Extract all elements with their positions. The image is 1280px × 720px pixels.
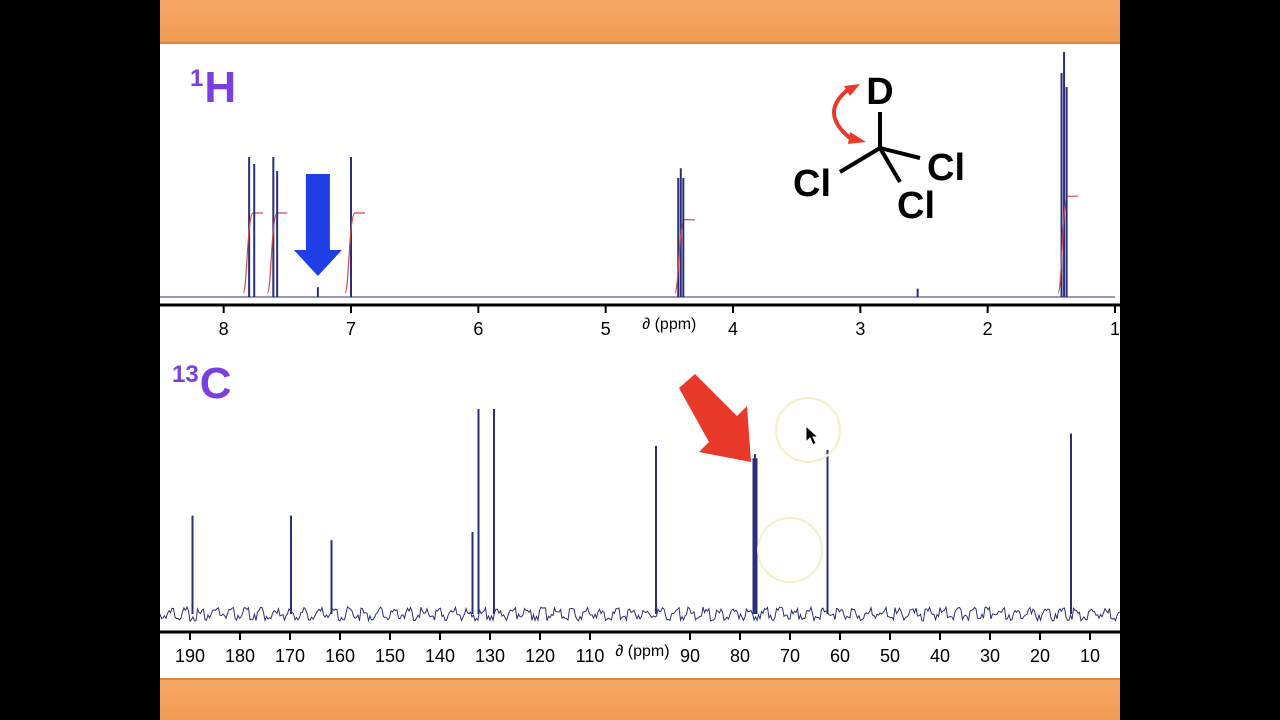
h-nucleus-label: 1H <box>190 66 236 110</box>
h-element-symbol: H <box>204 63 237 112</box>
c-solvent-arrow <box>679 374 751 462</box>
atom-cl-left: Cl <box>793 163 831 205</box>
slide: 1H 13C 8 7 6 5 4 3 2 1 ∂ (ppm) 190 180 170 160 150 14… <box>160 0 1120 720</box>
spectra-svg: 8 7 6 5 4 3 2 1∂ (ppm) 190 180 170 160 150 140 130 120… <box>160 52 1120 666</box>
bond-c-cl-right <box>879 146 921 160</box>
h-nmr-spectrum: 8 7 6 5 4 3 2 1 ∂ (ppm) <box>160 52 1120 339</box>
h-tick-label: 2 <box>983 319 993 339</box>
c-tick-label: 10 <box>1080 646 1100 666</box>
c-tick-label: 80 <box>730 646 750 666</box>
cursor-highlight-ring <box>775 397 841 463</box>
c-tick-label: 120 <box>525 646 555 666</box>
h-integral-curve <box>674 219 695 294</box>
mouse-cursor-icon <box>757 397 841 583</box>
c-tick-label: 50 <box>880 646 900 666</box>
c-nmr-spectrum: 190 180 170 160 150 140 130 120 110 90 80 70 60 50 40 3… <box>160 374 1120 666</box>
h-tick-label: 8 <box>219 319 229 339</box>
c-tick-label: 180 <box>225 646 255 666</box>
c-tick-label: 20 <box>1030 646 1050 666</box>
h-tick-label: 1 <box>1110 319 1120 339</box>
h-x-axis-title: ∂ (ppm) <box>642 316 696 333</box>
h-tick-label: 3 <box>855 319 865 339</box>
h-tick-label: 7 <box>346 319 356 339</box>
atom-cl-bottom: Cl <box>897 185 935 227</box>
exchange-arrow-curve <box>832 86 852 140</box>
bond-c-cl-left <box>838 146 882 174</box>
cursor-pointer <box>805 424 820 446</box>
click-highlight-ring <box>757 517 823 583</box>
c-tick-label: 70 <box>780 646 800 666</box>
c-tick-label: 40 <box>930 646 950 666</box>
c-nucleus-label: 13C <box>172 362 231 406</box>
h-integral-curve <box>242 212 264 294</box>
c-tick-label: 60 <box>830 646 850 666</box>
atom-d: D <box>866 71 893 113</box>
exchange-arrowhead-bottom <box>848 132 866 144</box>
cdcl3-molecule: D Cl Cl Cl <box>793 71 965 227</box>
h-tick-label: 6 <box>473 319 483 339</box>
h-tick-label: 4 <box>728 319 738 339</box>
h-tick-label: 5 <box>601 319 611 339</box>
c-tick-label: 110 <box>576 646 605 666</box>
h-solvent-arrow <box>293 174 342 276</box>
c-tick-label: 130 <box>475 646 505 666</box>
c-tick-label: 170 <box>275 646 305 666</box>
c-tick-label: 140 <box>425 646 455 666</box>
exchange-arrowhead-top <box>844 84 860 96</box>
c-tick-label: 190 <box>175 646 205 666</box>
top-banner <box>160 0 1120 44</box>
c-x-axis-title: ∂ (ppm) <box>615 643 669 660</box>
bottom-banner <box>160 678 1120 720</box>
c-mass-number: 13 <box>172 361 199 388</box>
c-tick-label: 90 <box>680 646 700 666</box>
h-mass-number: 1 <box>190 65 204 92</box>
c-tick-label: 160 <box>325 646 355 666</box>
h-integral-curve <box>344 212 365 294</box>
c-noise-baseline <box>160 605 1120 623</box>
c-tick-label: 30 <box>980 646 1000 666</box>
atom-cl-right: Cl <box>927 147 965 189</box>
c-tick-label: 150 <box>375 646 405 666</box>
c-element-symbol: C <box>199 359 232 408</box>
bond-c-cl-bottom <box>878 146 902 184</box>
